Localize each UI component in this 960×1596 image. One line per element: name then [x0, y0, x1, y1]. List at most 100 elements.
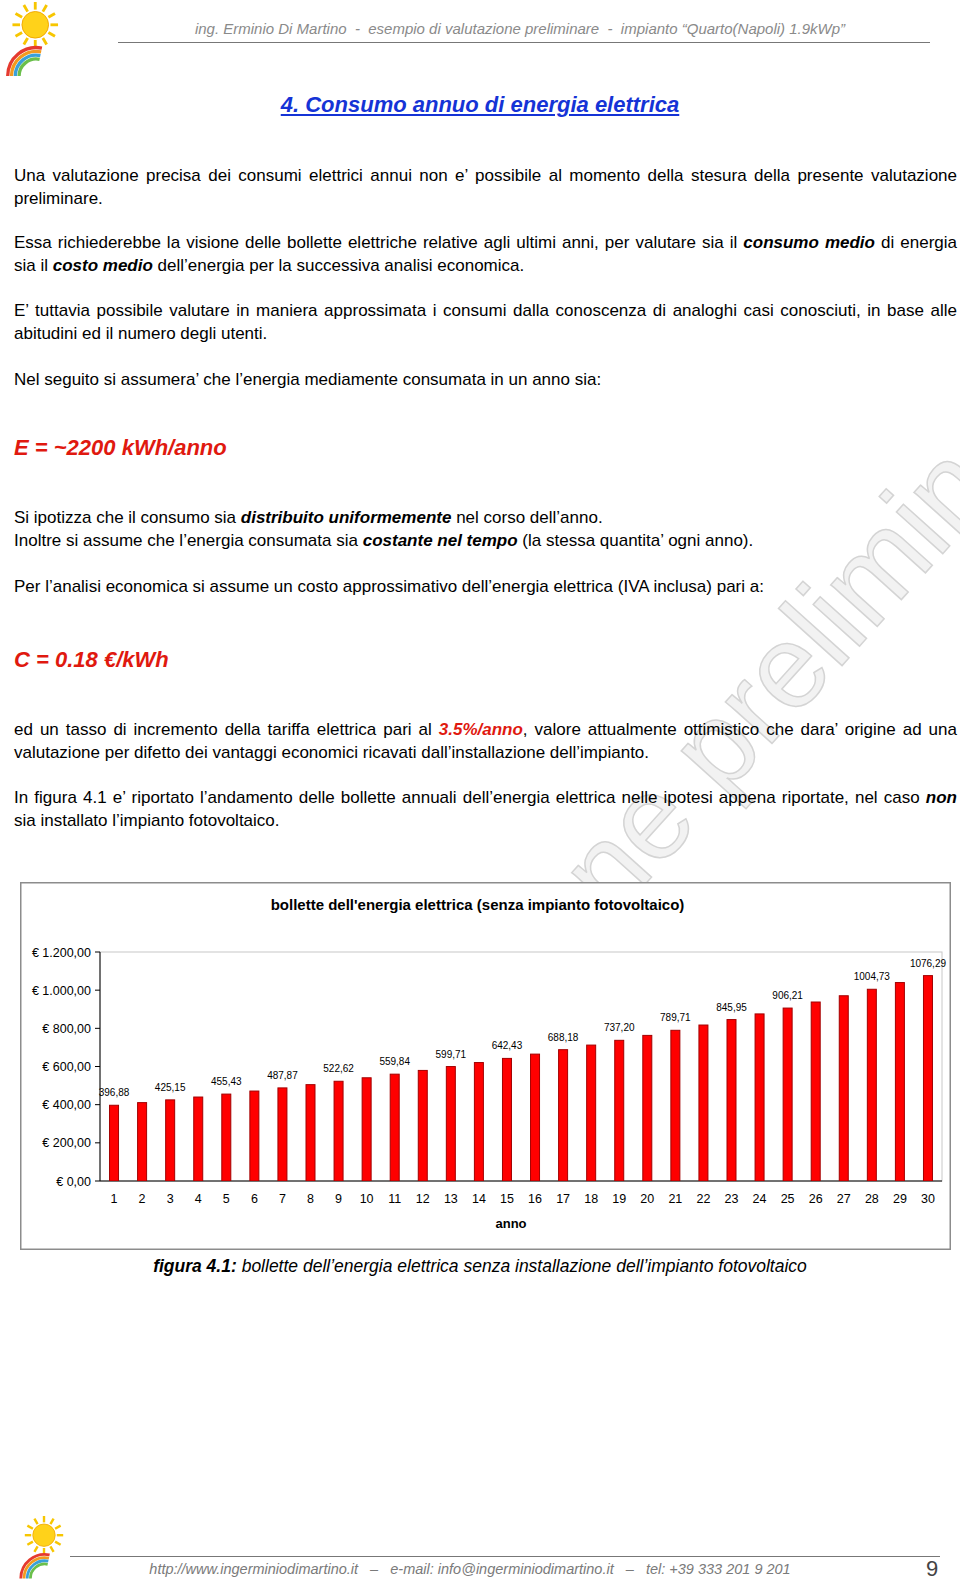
- x-tick-label: 18: [584, 1192, 598, 1206]
- logo-ray: [25, 1534, 31, 1536]
- y-tick: [95, 990, 100, 991]
- bar: [895, 983, 904, 1181]
- text-run: In figura 4.1 e’ riportato l’andamento d…: [14, 788, 926, 807]
- y-tick: [95, 1066, 100, 1067]
- x-tick-label: 15: [500, 1192, 514, 1206]
- bar: [250, 1091, 259, 1181]
- header-text: ing. Erminio Di Martino - esempio di val…: [120, 20, 920, 37]
- x-tick-label: 3: [167, 1192, 174, 1206]
- bar: [615, 1040, 624, 1181]
- x-tick-label: 27: [837, 1192, 851, 1206]
- bars: [110, 976, 933, 1181]
- bar: [531, 1054, 540, 1181]
- page-number: 9: [926, 1556, 938, 1582]
- bar: [362, 1078, 371, 1181]
- text-run: ed un tasso di incremento della tariffa …: [14, 720, 439, 739]
- bar: [671, 1030, 680, 1181]
- data-label: 789,71: [660, 1012, 691, 1023]
- caption-text: bollette dell’energia elettrica senza in…: [237, 1256, 807, 1276]
- paragraph: In figura 4.1 e’ riportato l’andamento d…: [14, 786, 957, 833]
- x-tick-label: 23: [725, 1192, 739, 1206]
- chart-title: bollette dell'energia elettrica (senza i…: [271, 896, 685, 913]
- heading: 4. Consumo annuo di energia elettrica: [0, 92, 960, 118]
- bar: [811, 1002, 820, 1181]
- footer-rule: [70, 1556, 940, 1557]
- y-tick-label: € 200,00: [42, 1136, 91, 1150]
- y-tick-label: € 1.200,00: [32, 946, 91, 960]
- x-tick-label: 19: [612, 1192, 626, 1206]
- x-tick-label: 17: [556, 1192, 570, 1206]
- x-tick-label: 14: [472, 1192, 486, 1206]
- logo-arc: [27, 1561, 48, 1579]
- logo-core: [33, 1524, 55, 1546]
- bar: [727, 1020, 736, 1181]
- x-tick-label: 2: [139, 1192, 146, 1206]
- x-tick-label: 30: [921, 1192, 935, 1206]
- y-tick-label: € 1.000,00: [32, 984, 91, 998]
- bar: [334, 1081, 343, 1181]
- data-label: 1076,29: [910, 958, 947, 969]
- bar: [474, 1063, 483, 1181]
- x-axis-label: anno: [495, 1216, 526, 1231]
- bar: [446, 1067, 455, 1181]
- logo-arc: [30, 1564, 47, 1578]
- caption-label: figura 4.1:: [153, 1256, 237, 1276]
- logo-ray: [16, 32, 23, 36]
- caption: figura 4.1: bollette dell’energia elettr…: [0, 1256, 960, 1277]
- data-label: 425,15: [155, 1082, 186, 1093]
- bar: [502, 1058, 511, 1181]
- plot-area: [100, 952, 942, 1181]
- x-tick-label: 28: [865, 1192, 879, 1206]
- text-run: sia installato l’impianto fotovoltaico.: [14, 811, 280, 830]
- data-label: 845,95: [716, 1002, 747, 1013]
- logo-ray: [34, 1546, 37, 1552]
- x-tick-label: 21: [668, 1192, 682, 1206]
- chart-frame: [21, 883, 951, 1250]
- x-tick-label: 20: [640, 1192, 654, 1206]
- logo-ray: [43, 38, 47, 45]
- text-run: Per l’analisi economica si assume un cos…: [14, 577, 764, 596]
- data-label: 737,20: [604, 1022, 635, 1033]
- emphasis: costo medio: [53, 256, 153, 275]
- footer-text: http://www.ingerminiodimartino.it – e-ma…: [110, 1561, 830, 1577]
- logo-ray: [43, 5, 47, 12]
- x-tick-label: 5: [223, 1192, 230, 1206]
- emphasis: distribuito uniformemente: [241, 508, 452, 527]
- x-tick-label: 16: [528, 1192, 542, 1206]
- logo-arc: [21, 1554, 50, 1578]
- bar: [755, 1014, 764, 1181]
- data-label: 455,43: [211, 1076, 242, 1087]
- paragraph-line: Inoltre si assume che l’energia consumat…: [14, 529, 957, 552]
- paragraph: ed un tasso di incremento della tariffa …: [14, 718, 957, 765]
- logo-ray: [55, 1542, 61, 1545]
- logo-ray: [50, 1519, 53, 1525]
- formula: C = 0.18 €/kWh: [14, 647, 169, 673]
- logo-arc: [11, 51, 41, 76]
- x-tick-label: 29: [893, 1192, 907, 1206]
- x-tick-label: 26: [809, 1192, 823, 1206]
- paragraph-line: Essa richiederebbe la visione delle boll…: [14, 231, 957, 278]
- logo-ray: [16, 13, 23, 17]
- paragraph-line: In figura 4.1 e’ riportato l’andamento d…: [14, 786, 957, 833]
- paragraph-line: Nel seguito si assumera’ che l’energia m…: [14, 368, 957, 391]
- text-run: Nel seguito si assumera’ che l’energia m…: [14, 370, 601, 389]
- logo-ray: [24, 5, 28, 12]
- emphasis: costante nel tempo: [363, 531, 518, 550]
- logo-core: [22, 12, 49, 39]
- logo: [16, 1516, 72, 1580]
- logo: [2, 2, 69, 78]
- y-tick: [95, 1104, 100, 1105]
- text-run: Inoltre si assume che l’energia consumat…: [14, 531, 363, 550]
- paragraph: Essa richiederebbe la visione delle boll…: [14, 231, 957, 278]
- paragraph-line: Si ipotizza che il consumo sia distribui…: [14, 506, 957, 529]
- bar: [923, 976, 932, 1181]
- data-label: 396,88: [99, 1087, 130, 1098]
- header-rule: [118, 42, 930, 43]
- bar: [166, 1100, 175, 1181]
- bar: [643, 1035, 652, 1181]
- logo-ray: [50, 23, 58, 26]
- x-tick-label: 6: [251, 1192, 258, 1206]
- data-label: 599,71: [436, 1049, 467, 1060]
- x-tick-label: 12: [416, 1192, 430, 1206]
- logo-arc: [24, 1558, 49, 1579]
